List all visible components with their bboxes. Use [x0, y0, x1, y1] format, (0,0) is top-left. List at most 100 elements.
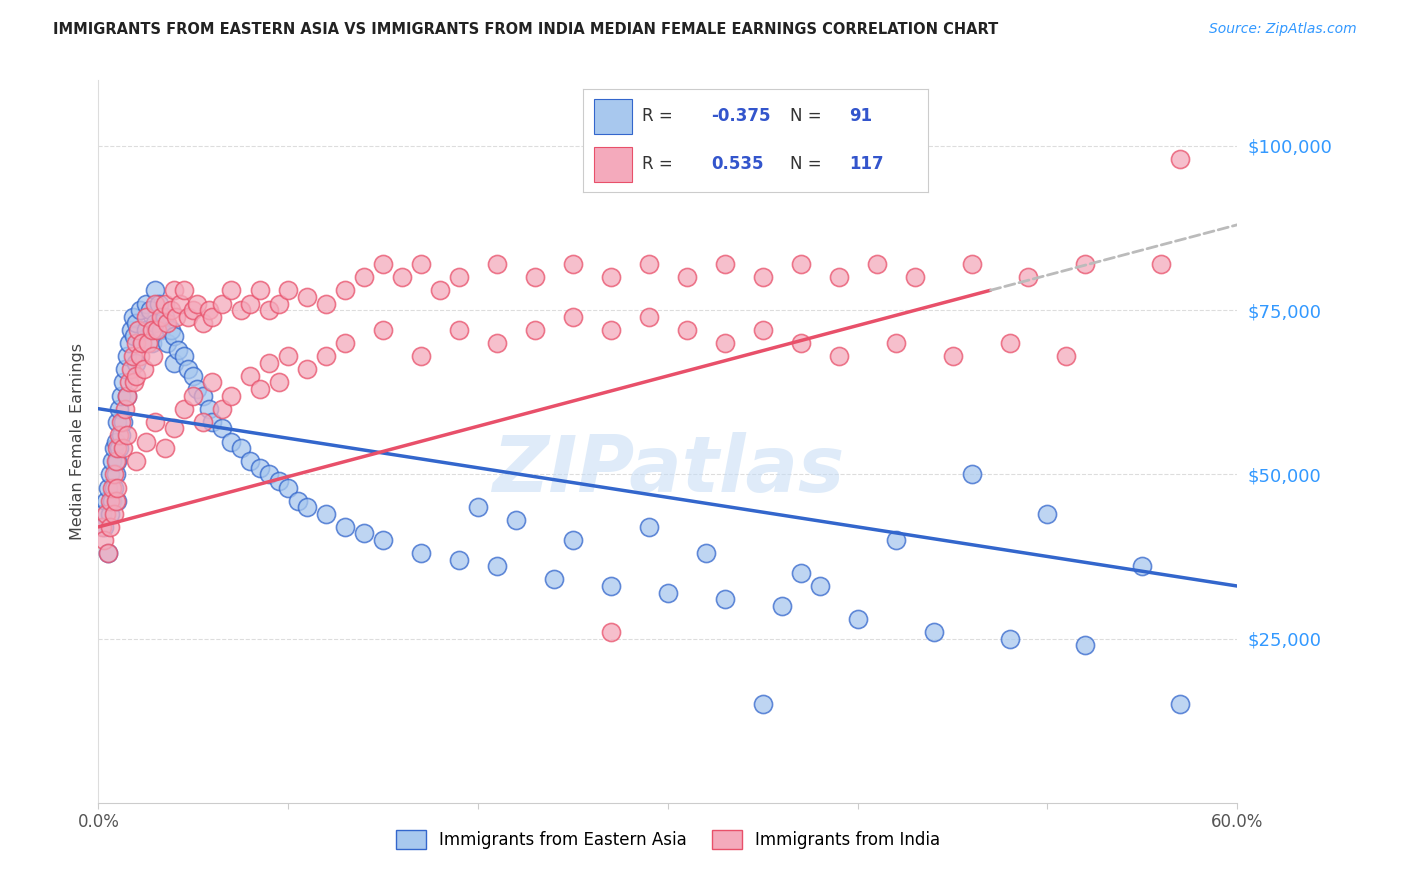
- Point: [100, 454, 122, 468]
- Point: [121, 349, 143, 363]
- Point: [125, 356, 148, 370]
- Point: [371, 257, 394, 271]
- Point: [449, 553, 471, 567]
- Point: [94, 507, 117, 521]
- Text: N =: N =: [790, 107, 827, 126]
- Point: [676, 270, 699, 285]
- Point: [104, 493, 127, 508]
- Point: [1074, 638, 1097, 652]
- Point: [249, 460, 271, 475]
- Point: [201, 376, 224, 390]
- Point: [120, 362, 142, 376]
- Point: [150, 310, 173, 324]
- Point: [165, 310, 187, 324]
- Point: [169, 296, 191, 310]
- Point: [942, 349, 965, 363]
- Point: [770, 599, 793, 613]
- Point: [125, 336, 148, 351]
- Point: [790, 336, 813, 351]
- Point: [229, 441, 252, 455]
- Point: [335, 520, 357, 534]
- Point: [159, 323, 181, 337]
- Point: [97, 546, 120, 560]
- Point: [107, 415, 129, 429]
- Point: [93, 533, 115, 547]
- Point: [277, 481, 299, 495]
- Point: [790, 566, 813, 580]
- Point: [163, 421, 186, 435]
- Point: [197, 401, 219, 416]
- Point: [107, 441, 129, 455]
- Point: [505, 513, 527, 527]
- Point: [191, 316, 214, 330]
- Point: [173, 284, 195, 298]
- Point: [211, 401, 233, 416]
- Point: [107, 493, 129, 508]
- Point: [98, 467, 121, 482]
- Point: [135, 323, 157, 337]
- Point: [103, 467, 125, 482]
- Text: R =: R =: [643, 154, 678, 172]
- Point: [127, 323, 149, 337]
- Point: [107, 481, 129, 495]
- Point: [287, 493, 309, 508]
- Point: [110, 428, 132, 442]
- Point: [695, 546, 717, 560]
- Point: [904, 270, 927, 285]
- Point: [125, 316, 148, 330]
- Point: [148, 296, 170, 310]
- Point: [353, 270, 375, 285]
- Point: [846, 612, 869, 626]
- Text: IMMIGRANTS FROM EASTERN ASIA VS IMMIGRANTS FROM INDIA MEDIAN FEMALE EARNINGS COR: IMMIGRANTS FROM EASTERN ASIA VS IMMIGRAN…: [53, 22, 998, 37]
- Point: [239, 368, 262, 383]
- Point: [884, 336, 907, 351]
- Point: [186, 382, 208, 396]
- Point: [600, 579, 623, 593]
- Point: [138, 303, 160, 318]
- Point: [335, 284, 357, 298]
- Point: [600, 323, 623, 337]
- Point: [211, 421, 233, 435]
- Point: [922, 625, 945, 640]
- Point: [191, 415, 214, 429]
- Point: [145, 284, 167, 298]
- Point: [259, 467, 281, 482]
- Legend: Immigrants from Eastern Asia, Immigrants from India: Immigrants from Eastern Asia, Immigrants…: [389, 823, 946, 856]
- Point: [315, 507, 337, 521]
- Point: [201, 310, 224, 324]
- Point: [486, 336, 509, 351]
- Point: [183, 368, 205, 383]
- Point: [91, 507, 114, 521]
- Point: [714, 257, 737, 271]
- Point: [103, 481, 125, 495]
- Point: [1170, 698, 1192, 712]
- Point: [159, 303, 181, 318]
- Point: [114, 401, 136, 416]
- Point: [120, 323, 142, 337]
- Point: [411, 257, 433, 271]
- Point: [124, 376, 146, 390]
- Point: [145, 316, 167, 330]
- Point: [135, 434, 157, 449]
- Point: [449, 270, 471, 285]
- Point: [167, 343, 190, 357]
- Point: [267, 376, 290, 390]
- Point: [98, 520, 121, 534]
- Point: [156, 336, 179, 351]
- Point: [467, 500, 489, 515]
- Point: [277, 284, 299, 298]
- Point: [524, 270, 547, 285]
- Point: [145, 296, 167, 310]
- Point: [125, 368, 148, 383]
- Point: [259, 356, 281, 370]
- Point: [221, 434, 243, 449]
- Point: [153, 441, 176, 455]
- Point: [221, 388, 243, 402]
- Point: [221, 284, 243, 298]
- Point: [110, 388, 132, 402]
- Point: [176, 362, 198, 376]
- Text: N =: N =: [790, 154, 827, 172]
- Text: R =: R =: [643, 107, 678, 126]
- Point: [100, 481, 122, 495]
- Point: [1074, 257, 1097, 271]
